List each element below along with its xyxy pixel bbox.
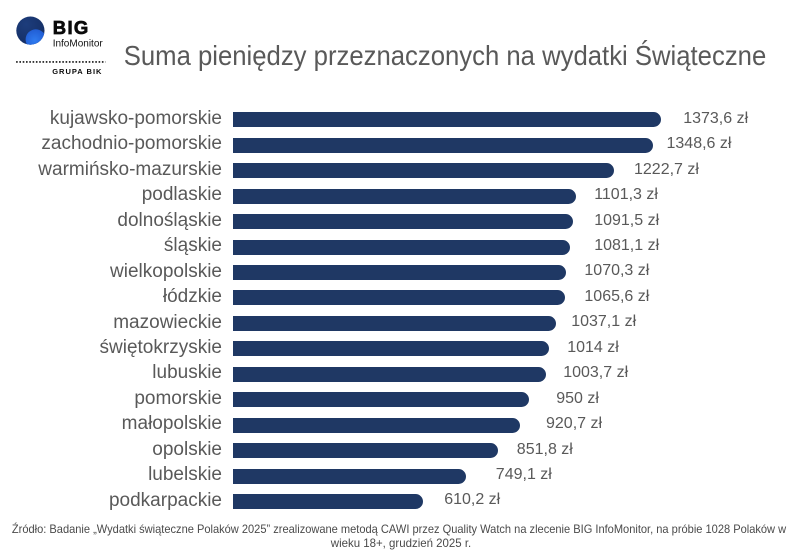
svg-text:BIG: BIG [53,17,90,38]
svg-text:InfoMonitor: InfoMonitor [53,38,104,49]
svg-text:GRUPA BIK: GRUPA BIK [52,67,102,76]
